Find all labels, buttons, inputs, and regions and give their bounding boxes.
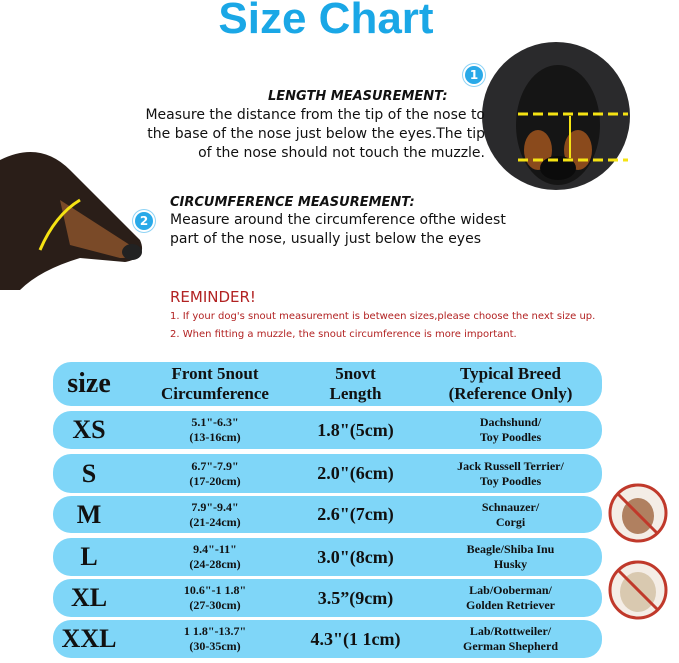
breed-cell: Lab/Rottweiler/German Shepherd [423, 620, 598, 658]
circ-inches: 1 1.8"-13.7" [183, 624, 247, 638]
table-row: XS 5.1"-6.3" (13-16cm) 1.8"(5cm) Dachshun… [53, 411, 602, 449]
breed-line: Husky [493, 557, 528, 571]
no-bite-dog-icon [608, 483, 668, 543]
breed-line: Lab/Rottweiler/ [469, 624, 552, 638]
step-2-badge: 2 [135, 212, 153, 230]
header-breed: Typical Breed (Reference Only) [423, 362, 598, 406]
header-text: Typical Breed [460, 364, 561, 383]
breed-line: Corgi [495, 514, 526, 529]
reminder-title: REMINDER! [170, 288, 256, 306]
size-cell: M [76, 499, 102, 529]
circumference-cell: 7.9"-9.4" (21-24cm) [135, 496, 295, 533]
circ-inches: 5.1"-6.3" [191, 415, 239, 429]
circumference-heading-text: CIRCUMFERENCE MEASUREMENT [170, 195, 410, 210]
breed-cell: Schnauzer/Corgi [423, 496, 598, 533]
length-cell: 1.8"(5cm) [317, 419, 394, 440]
breed-line: Beagle/Shiba Inu [466, 542, 555, 556]
header-circumference: Front 5nout Circumference [135, 362, 295, 406]
circumference-cell: 9.4"-11" (24-28cm) [135, 538, 295, 576]
breed-line: Lab/Ooberman/ [469, 583, 552, 597]
doberman-front-photo [482, 42, 630, 190]
header-length: 5novt Length [293, 362, 418, 406]
breed-line: Jack Russell Terrier/ [457, 458, 564, 473]
table-row: M 7.9"-9.4" (21-24cm) 2.6"(7cm) Schnauzer… [53, 496, 602, 533]
length-line: Measure the distance from the tip of the… [145, 107, 485, 123]
size-cell: XS [72, 415, 106, 444]
header-text: Front 5nout [171, 364, 259, 383]
length-cell: 3.0"(8cm) [317, 546, 394, 567]
length-cell: 2.0"(6cm) [317, 463, 394, 483]
circ-cm: (17-20cm) [189, 473, 241, 488]
circ-cm: (21-24cm) [189, 514, 241, 529]
circumference-cell: 1 1.8"-13.7" (30-35cm) [135, 620, 295, 658]
length-cell: 3.5”(9cm) [317, 587, 394, 608]
circumference-text: Measure around the circumference ofthe w… [170, 211, 506, 249]
circumference-heading: CIRCUMFERENCE MEASUREMENT: [170, 195, 415, 210]
breed-cell: Lab/Ooberman/Golden Retriever [423, 579, 598, 617]
circumference-cell: 10.6"-1 1.8" (27-30cm) [135, 579, 295, 617]
no-bite-dog-icon [608, 560, 668, 620]
circ-cm: (13-16cm) [189, 430, 241, 444]
circ-inches: 10.6"-1 1.8" [183, 583, 247, 597]
header-text: Length [329, 384, 382, 403]
breed-cell: Jack Russell Terrier/Toy Poodles [423, 454, 598, 493]
reminder-item: 2. When fitting a muzzle, the snout circ… [170, 329, 517, 340]
breed-line: Dachshund/ [479, 415, 542, 429]
circ-cm: (27-30cm) [189, 598, 241, 612]
length-cell: 2.6"(7cm) [317, 504, 394, 524]
header-text: (Reference Only) [448, 384, 573, 403]
breed-line: Golden Retriever [466, 598, 555, 612]
breed-cell: Beagle/Shiba Inu Husky [423, 538, 598, 576]
step-1-badge: 1 [465, 66, 483, 84]
circ-inches: 9.4"-11" [193, 542, 237, 556]
circ-inches: 6.7"-7.9" [191, 458, 239, 473]
circ-cm: (30-35cm) [189, 639, 241, 653]
page-title: Size Chart [218, 0, 434, 43]
breed-line: Schnauzer/ [481, 499, 540, 514]
circ-cm: (24-28cm) [189, 557, 241, 571]
breed-line: German Shepherd [462, 639, 558, 653]
length-cell: 4.3"(1 1cm) [310, 628, 401, 649]
table-row: XXL 1 1.8"-13.7" (30-35cm) 4.3"(1 1cm) La… [53, 620, 602, 658]
length-line: of the nose should not touch the muzzle. [198, 145, 485, 161]
length-heading: LENGTH MEASUREMENT: [268, 89, 448, 104]
header-text: Circumference [161, 384, 269, 403]
header-size: size [67, 368, 111, 399]
circumference-cell: 6.7"-7.9" (17-20cm) [135, 454, 295, 493]
size-cell: S [81, 458, 97, 488]
table-row: S 6.7"-7.9" (17-20cm) 2.0"(6cm) Jack Russ… [53, 454, 602, 493]
length-heading-text: LENGTH MEASUREMENT [268, 89, 443, 104]
breed-line: Toy Poodles [479, 430, 542, 444]
length-line: the base of the nose just below the eyes… [147, 126, 485, 142]
breed-cell: Dachshund/Toy Poodles [423, 411, 598, 449]
table-header: size Front 5nout Circumference 5novt Lengt… [53, 362, 602, 406]
header-text: 5novt [335, 364, 376, 383]
size-cell: XXL [61, 624, 117, 653]
circumference-line: part of the nose, usually just below the… [170, 231, 481, 247]
table-row: XL 10.6"-1 1.8" (27-30cm) 3.5”(9cm) Lab/O… [53, 579, 602, 617]
circ-inches: 7.9"-9.4" [191, 499, 239, 514]
size-cell: L [80, 542, 98, 571]
doberman-profile-photo [0, 152, 143, 290]
table-row: L 9.4"-11" (24-28cm) 3.0"(8cm) Beagle/Shi… [53, 538, 602, 576]
reminder-item: 1. If your dog's snout measurement is be… [170, 311, 596, 322]
circumference-cell: 5.1"-6.3" (13-16cm) [135, 411, 295, 449]
circumference-line: Measure around the circumference ofthe w… [170, 212, 506, 228]
breed-line: Toy Poodles [479, 473, 542, 488]
size-cell: XL [70, 583, 108, 612]
length-text: Measure the distance from the tip of the… [145, 106, 485, 163]
